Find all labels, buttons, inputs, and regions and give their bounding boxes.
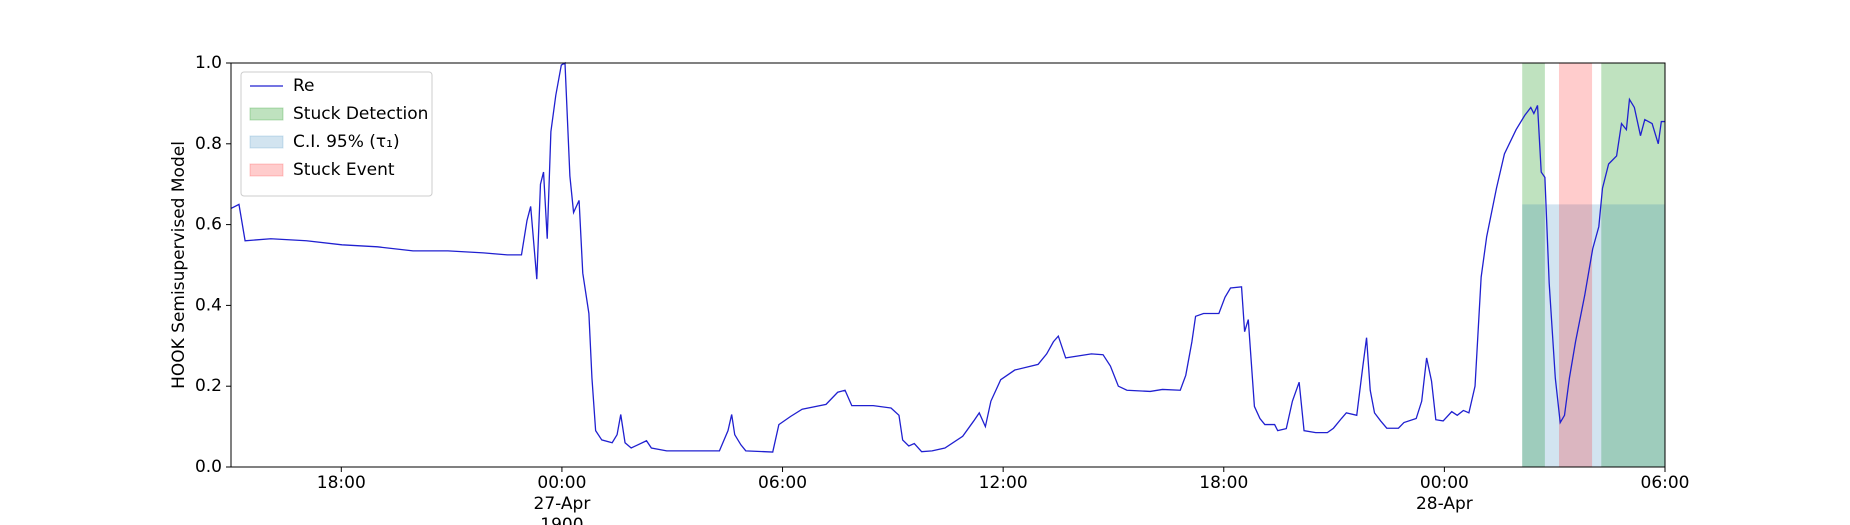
span [1522, 63, 1545, 467]
line [230, 61, 1665, 453]
x-tick-label-line: 1900 [540, 515, 583, 525]
x-tick-label-line: 18:00 [317, 473, 366, 493]
axes-frame [230, 62, 1666, 468]
x-tick-label: 00:00 28-Apr [1416, 473, 1473, 514]
legend-box [240, 71, 433, 197]
x-tick-label: 18:00 [317, 473, 366, 493]
y-tick-label: 0.8 [195, 134, 222, 154]
x-tick-label-line: 06:00 [758, 473, 807, 493]
x-tick-label-line: 18:00 [1199, 473, 1248, 493]
x-tick-label-line: 12:00 [979, 473, 1028, 493]
span [1522, 204, 1665, 467]
x-tick-label-line: 28-Apr [1416, 494, 1473, 514]
y-axis-label: HOOK Semisupervised Model [169, 141, 189, 389]
x-tick-label: 12:00 [979, 473, 1028, 493]
legend-swatch [249, 163, 284, 177]
legend-label: Stuck Detection [293, 104, 428, 124]
x-tick-label: 06:00 [758, 473, 807, 493]
x-tick-label: 18:00 [1199, 473, 1248, 493]
x-tick-label-line: 00:00 [1420, 473, 1469, 493]
x-tick-label-line: 00:00 [537, 473, 586, 493]
legend-label: Stuck Event [293, 160, 395, 180]
legend-swatch [249, 135, 284, 149]
y-tick-label: 0.0 [195, 457, 222, 477]
y-tick-label: 1.0 [195, 53, 222, 73]
y-tick-label: 0.2 [195, 376, 222, 396]
x-tick-label: 06:00 [1641, 473, 1690, 493]
x-tick-label-line: 06:00 [1641, 473, 1690, 493]
x-tick-label-line: 27-Apr [534, 494, 591, 514]
y-tick-label: 0.4 [195, 295, 222, 315]
legend-swatch [249, 107, 284, 121]
span [1558, 63, 1593, 467]
legend-label: C.I. 95% (τ₁) [293, 132, 400, 152]
legend-label: Re [293, 76, 315, 96]
x-tick-label: 00:00 27-Apr 1900 [534, 473, 591, 525]
y-tick-label: 0.6 [195, 215, 222, 235]
